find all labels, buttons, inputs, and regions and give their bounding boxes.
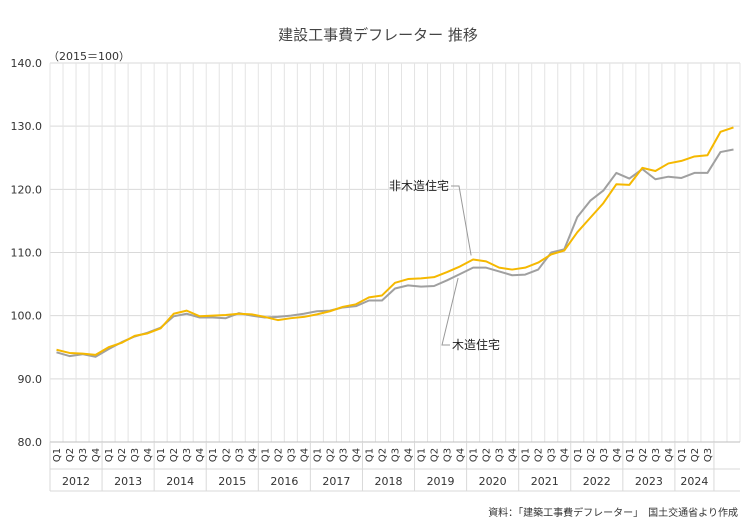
quarter-tick-label: Q1 xyxy=(573,448,584,462)
unit-label: （2015＝100） xyxy=(48,50,130,63)
year-label: 2024 xyxy=(680,475,708,488)
grid xyxy=(49,62,741,443)
y-tick-label: 90.0 xyxy=(18,373,43,386)
quarter-tick-label: Q4 xyxy=(247,448,258,462)
quarter-tick-label: Q3 xyxy=(391,448,402,462)
quarter-tick-label: Q1 xyxy=(417,448,428,462)
quarter-tick-label: Q2 xyxy=(482,448,493,462)
year-label: 2017 xyxy=(322,475,350,488)
quarter-tick-label: Q3 xyxy=(182,448,193,462)
quarter-tick-label: Q1 xyxy=(312,448,323,462)
quarter-tick-label: Q1 xyxy=(52,448,63,462)
y-tick-label: 130.0 xyxy=(11,120,43,133)
quarter-tick-label: Q1 xyxy=(156,448,167,462)
quarter-tick-label: Q1 xyxy=(521,448,532,462)
year-label: 2016 xyxy=(270,475,298,488)
quarter-tick-label: Q4 xyxy=(612,448,623,462)
quarter-tick-label: Q2 xyxy=(377,448,388,462)
quarter-tick-label: Q2 xyxy=(586,448,597,462)
annotation-label: 木造住宅 xyxy=(452,337,500,352)
annotation-label: 非木造住宅 xyxy=(389,178,449,193)
quarter-tick-label: Q1 xyxy=(208,448,219,462)
year-label: 2021 xyxy=(531,475,559,488)
y-tick-label: 110.0 xyxy=(11,247,43,260)
quarter-tick-label: Q3 xyxy=(78,448,89,462)
quarter-tick-label: Q2 xyxy=(325,448,336,462)
quarter-tick-label: Q3 xyxy=(338,448,349,462)
source-note: 資料：「建築工事費デフレーター」 国土交通省より作成 xyxy=(488,506,738,519)
year-label: 2015 xyxy=(218,475,246,488)
quarter-tick-label: Q2 xyxy=(221,448,232,462)
quarter-tick-label: Q4 xyxy=(404,448,415,462)
quarter-tick-label: Q1 xyxy=(677,448,688,462)
quarter-tick-label: Q1 xyxy=(364,448,375,462)
quarter-tick-label: Q4 xyxy=(91,448,102,462)
year-label: 2013 xyxy=(114,475,142,488)
quarter-tick-label: Q2 xyxy=(690,448,701,462)
year-label: 2020 xyxy=(479,475,507,488)
series-lines xyxy=(56,126,734,358)
quarter-tick-label: Q4 xyxy=(560,448,571,462)
y-tick-label: 140.0 xyxy=(11,57,43,70)
quarter-tick-label: Q4 xyxy=(664,448,675,462)
quarter-tick-label: Q1 xyxy=(625,448,636,462)
quarter-tick-label: Q2 xyxy=(117,448,128,462)
quarter-tick-label: Q3 xyxy=(443,448,454,462)
year-label: 2022 xyxy=(583,475,611,488)
annotation-leader xyxy=(441,277,459,346)
quarter-tick-label: Q2 xyxy=(534,448,545,462)
quarter-tick-label: Q3 xyxy=(234,448,245,462)
year-label: 2023 xyxy=(635,475,663,488)
quarter-tick-label: Q4 xyxy=(195,448,206,462)
y-tick-label: 80.0 xyxy=(18,436,43,449)
quarter-tick-label: Q3 xyxy=(547,448,558,462)
quarter-tick-label: Q1 xyxy=(260,448,271,462)
quarter-tick-label: Q4 xyxy=(456,448,467,462)
quarter-tick-label: Q2 xyxy=(430,448,441,462)
quarter-tick-label: Q2 xyxy=(65,448,76,462)
quarter-tick-label: Q2 xyxy=(638,448,649,462)
quarter-tick-label: Q4 xyxy=(508,448,519,462)
quarter-tick-label: Q4 xyxy=(143,448,154,462)
quarter-tick-label: Q3 xyxy=(130,448,141,462)
quarter-tick-label: Q4 xyxy=(351,448,362,462)
quarter-tick-label: Q3 xyxy=(651,448,662,462)
series-line-0 xyxy=(56,126,734,356)
quarter-tick-label: Q3 xyxy=(495,448,506,462)
quarter-tick-label: Q4 xyxy=(299,448,310,462)
chart-title: 建設工事費デフレーター 推移 xyxy=(278,26,478,44)
year-label: 2019 xyxy=(427,475,455,488)
quarter-tick-label: Q1 xyxy=(104,448,115,462)
quarter-tick-label: Q2 xyxy=(169,448,180,462)
quarter-tick-label: Q3 xyxy=(599,448,610,462)
quarter-tick-label: Q3 xyxy=(703,448,714,462)
quarter-tick-label: Q3 xyxy=(286,448,297,462)
year-label: 2012 xyxy=(62,475,90,488)
y-tick-label: 120.0 xyxy=(11,183,43,196)
quarter-tick-label: Q1 xyxy=(469,448,480,462)
quarter-tick-label: Q2 xyxy=(273,448,284,462)
year-label: 2014 xyxy=(166,475,194,488)
year-label: 2018 xyxy=(374,475,402,488)
annotation-leader xyxy=(451,185,472,256)
y-tick-label: 100.0 xyxy=(11,310,43,323)
